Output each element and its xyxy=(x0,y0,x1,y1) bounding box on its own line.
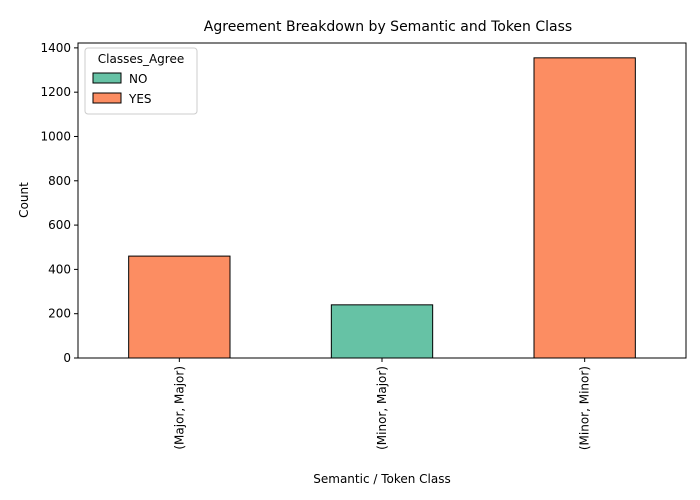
x-axis: (Major, Major) (Minor, Major) (Minor, Mino… xyxy=(172,358,592,450)
legend-swatch-no xyxy=(92,72,122,84)
bars-group xyxy=(128,57,636,359)
bar-no-1 xyxy=(330,304,434,359)
y-tick-label: 600 xyxy=(48,218,71,232)
chart-title: Agreement Breakdown by Semantic and Toke… xyxy=(204,19,572,35)
y-tick-label: 0 xyxy=(63,351,71,365)
bar-yes-2 xyxy=(533,57,636,359)
y-tick-label: 400 xyxy=(48,262,71,276)
y-tick-label: 200 xyxy=(48,307,71,321)
legend: Classes_Agree NO YES xyxy=(84,47,198,115)
y-axis-label: Count xyxy=(17,182,31,218)
y-tick-label: 1200 xyxy=(40,85,71,99)
plot-frame xyxy=(77,42,687,359)
x-tick-label: (Minor, Major) xyxy=(375,366,389,450)
legend-label-yes: YES xyxy=(128,92,152,106)
x-tick-label: (Major, Major) xyxy=(172,366,186,450)
y-axis: 0 200 400 600 800 1000 1200 1400 xyxy=(40,41,78,365)
x-tick-label: (Minor, Minor) xyxy=(578,366,592,450)
legend-label-no: NO xyxy=(129,72,147,86)
y-tick-label: 1000 xyxy=(40,129,71,143)
x-axis-label: Semantic / Token Class xyxy=(313,472,450,486)
legend-swatch-yes xyxy=(92,92,122,104)
legend-title: Classes_Agree xyxy=(98,52,184,66)
y-tick-label: 1400 xyxy=(40,41,71,55)
bar-yes-0 xyxy=(128,255,231,359)
y-tick-label: 800 xyxy=(48,174,71,188)
